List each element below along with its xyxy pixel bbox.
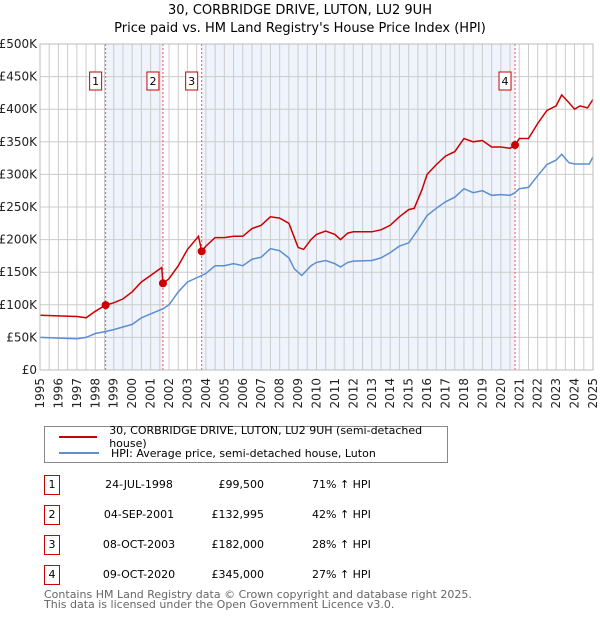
sale-hpi-diff: 27% ↑ HPI [312,568,371,581]
x-tick-label: 2013 [365,378,379,409]
x-tick-label: 1999 [107,378,121,409]
x-tick-label: 2009 [291,378,305,409]
sale-point [101,301,110,310]
x-tick-label: 1995 [33,378,47,409]
sale-marker-box [185,71,199,91]
x-tick-label: 1996 [51,378,65,409]
x-tick-label: 1998 [88,378,102,409]
sale-date: 24-JUL-1998 [105,478,173,491]
sale-marker-box [498,71,512,91]
sale-price: £132,995 [211,508,265,521]
sale-point [197,247,206,256]
chart-subtitle: Price paid vs. HM Land Registry's House … [114,21,486,36]
legend-item-property: 30, CORBRIDGE DRIVE, LUTON, LU2 9UH (sem… [59,424,447,450]
x-tick-label: 2006 [236,378,250,409]
sale-price: £182,000 [211,538,265,551]
sale-marker-badge: 4 [44,565,60,585]
legend-item-hpi: HPI: Average price, semi-detached house,… [59,445,376,461]
y-tick-label: £400K [0,102,38,116]
sale-date: 09-OCT-2020 [102,568,176,581]
sale-marker-box [146,71,160,91]
x-tick-label: 2003 [180,378,194,409]
x-tick-label: 2005 [217,378,231,409]
plot-border [39,43,594,371]
x-tick-label: 1997 [70,378,84,409]
sale-marker-label: 4 [502,75,509,88]
x-tick-label: 2021 [512,378,526,409]
x-tick-label: 2023 [549,378,563,409]
hpi-line [39,153,594,340]
sale-price: £99,500 [218,478,265,491]
sale-hpi-diff: 28% ↑ HPI [312,538,371,551]
y-tick-label: £100K [0,298,38,312]
y-tick-label: £200K [0,233,38,247]
y-tick-label: £0 [22,363,37,377]
x-tick-label: 2002 [162,378,176,409]
footer-licence: This data is licensed under the Open Gov… [44,598,395,611]
x-tick-label: 2014 [383,378,397,409]
legend-swatch-property [59,436,98,438]
x-tick-label: 2001 [144,378,158,409]
x-tick-label: 2019 [475,378,489,409]
x-tick-label: 2011 [328,378,342,409]
sale-date: 08-OCT-2003 [102,538,176,551]
table-row: 3 08-OCT-2003 £182,000 28% ↑ HPI [44,535,444,555]
x-tick-label: 2008 [273,378,287,409]
x-tick-label: 2020 [494,378,508,409]
legend: 30, CORBRIDGE DRIVE, LUTON, LU2 9UH (sem… [44,424,448,463]
x-tick-label: 2004 [199,378,213,409]
sale-marker-label: 2 [149,75,156,88]
x-tick-label: 2024 [568,378,582,409]
sale-date: 04-SEP-2001 [103,508,175,521]
y-tick-label: £350K [0,135,38,149]
x-tick-label: 2017 [439,378,453,409]
table-row: 1 24-JUL-1998 £99,500 71% ↑ HPI [44,475,444,495]
x-tick-label: 2016 [420,378,434,409]
x-tick-label: 2007 [254,378,268,409]
y-tick-label: £450K [0,70,38,84]
sale-hpi-diff: 71% ↑ HPI [312,478,371,491]
sale-marker-badge: 3 [44,535,60,555]
x-tick-label: 2000 [125,378,139,409]
sale-hpi-diff: 42% ↑ HPI [312,508,371,521]
x-tick-label: 2025 [586,378,600,409]
x-tick-label: 2018 [457,378,471,409]
y-tick-label: £50K [6,330,38,344]
price-chart: £0 £50K £100K £150K £200K £250K £300K £350K £400… [0,37,600,409]
sale-point [511,141,520,150]
sale-point [158,279,167,288]
sale-marker-badge: 1 [44,475,60,495]
sale-marker-badge: 2 [44,505,60,525]
table-row: 4 09-OCT-2020 £345,000 27% ↑ HPI [44,565,444,585]
sale-marker-box [89,71,103,91]
y-tick-label: £150K [0,265,38,279]
y-tick-label: £250K [0,200,38,214]
x-tick-label: 2015 [402,378,416,409]
sale-price: £345,000 [211,568,265,581]
table-row: 2 04-SEP-2001 £132,995 42% ↑ HPI [44,505,444,525]
sale-marker-label: 3 [188,75,195,88]
chart-title: 30, CORBRIDGE DRIVE, LUTON, LU2 9UH [168,3,432,18]
x-tick-label: 2012 [346,378,360,409]
legend-label: HPI: Average price, semi-detached house,… [111,446,376,460]
y-tick-label: £500K [0,37,38,51]
sale-marker-label: 1 [92,75,99,88]
x-tick-label: 2010 [310,378,324,409]
legend-swatch-hpi [59,452,99,454]
y-tick-label: £300K [0,167,38,181]
footer-copyright: Contains HM Land Registry data © Crown c… [44,588,472,601]
x-tick-label: 2022 [531,378,545,409]
legend-label: 30, CORBRIDGE DRIVE, LUTON, LU2 9UH (sem… [109,424,423,450]
